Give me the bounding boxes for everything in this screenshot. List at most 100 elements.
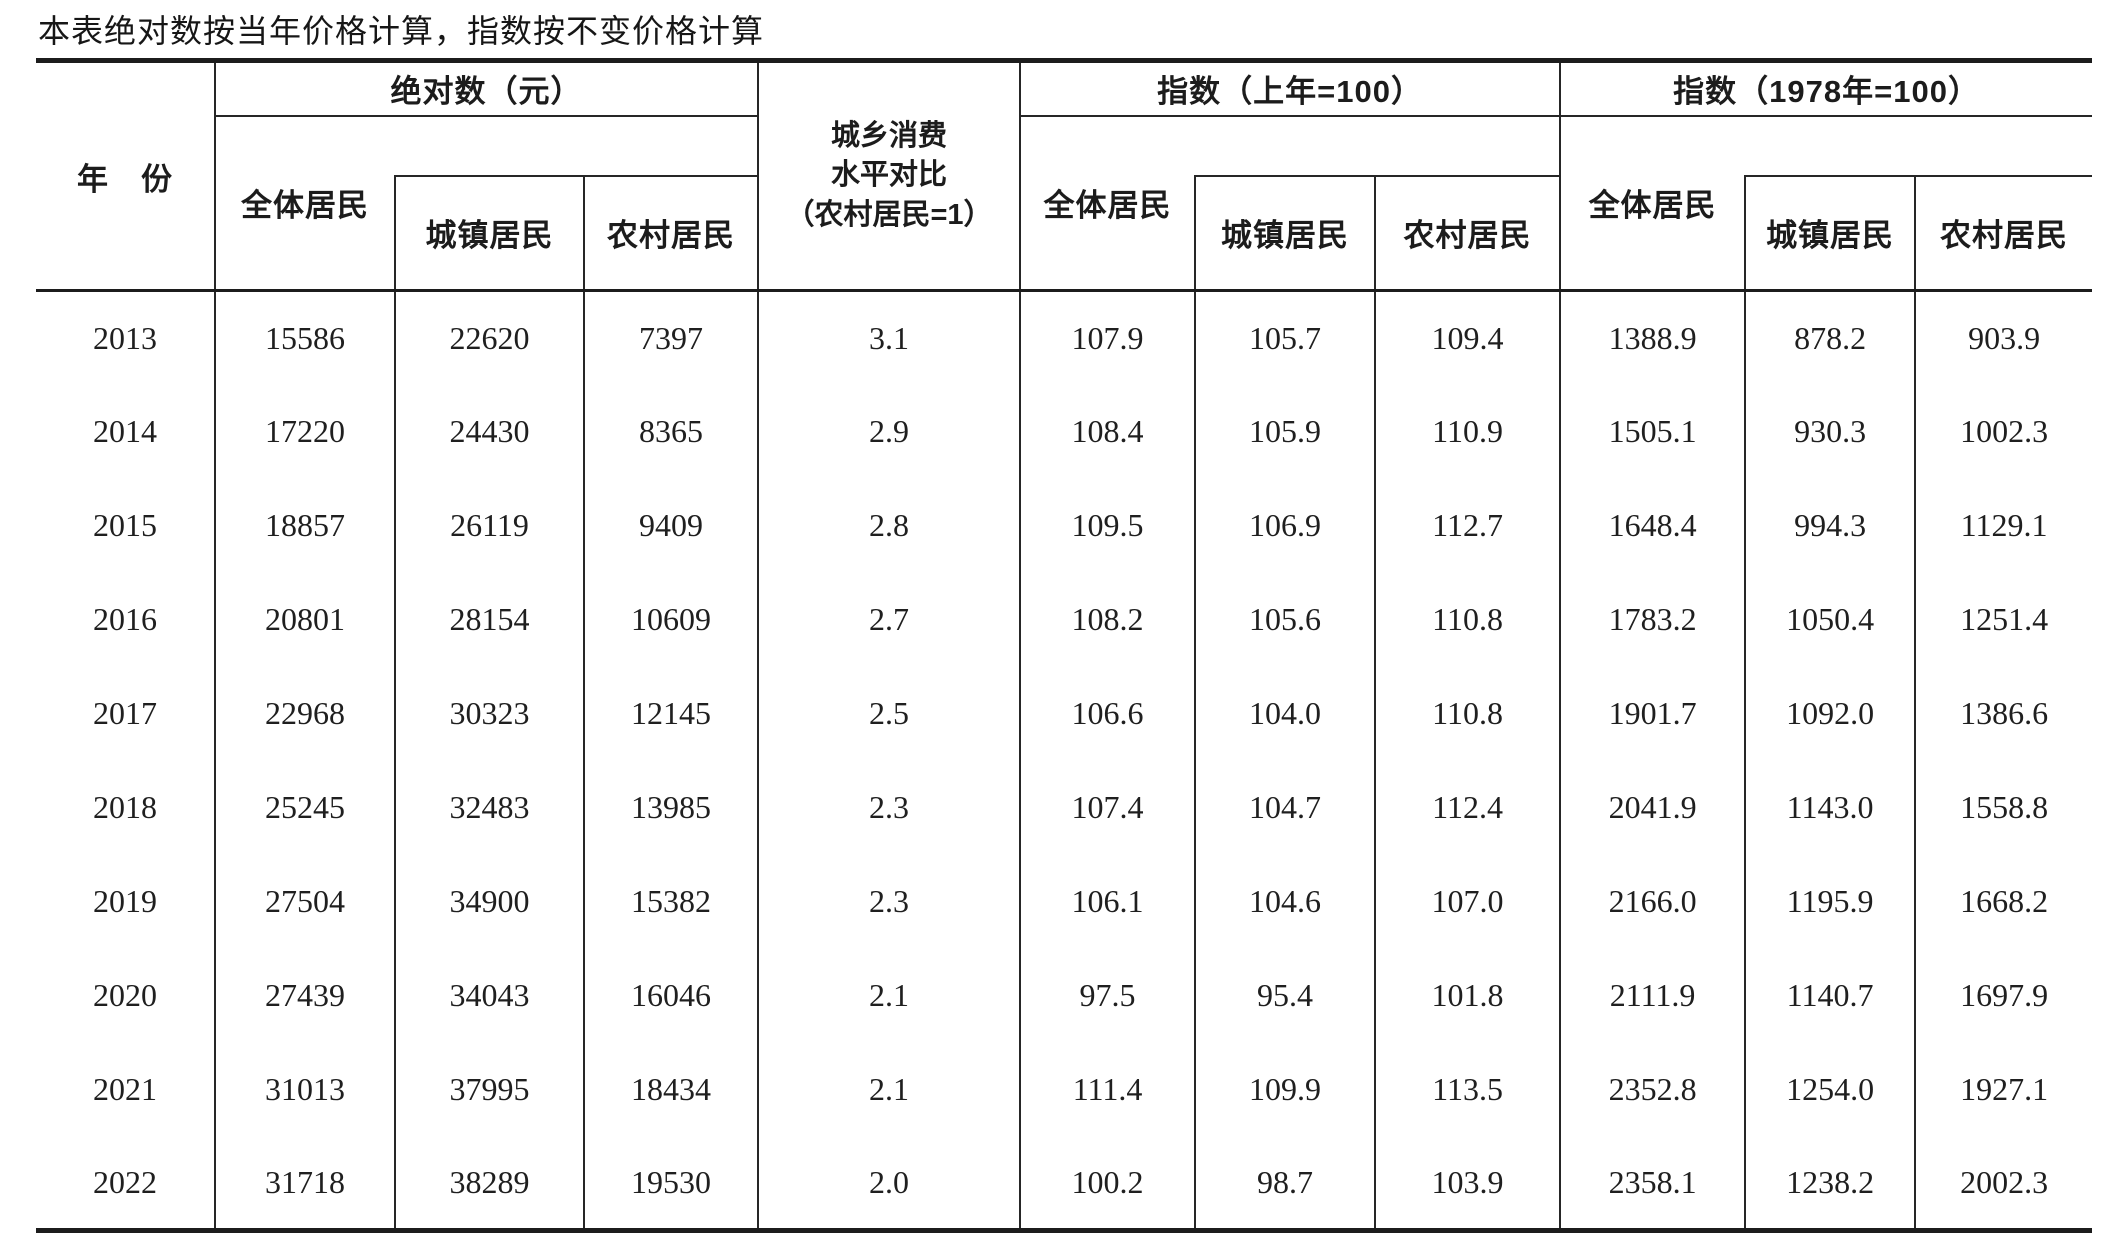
header-all-residents-index-prev: 全体居民 bbox=[1019, 115, 1196, 292]
value-cell: 107.0 bbox=[1374, 854, 1561, 949]
value-cell: 107.9 bbox=[1019, 290, 1196, 385]
value-cell: 95.4 bbox=[1194, 948, 1376, 1043]
header-urban-rural-ratio: 城乡消费 水平对比 （农村居民=1） bbox=[757, 60, 1021, 292]
value-cell: 2.1 bbox=[757, 948, 1021, 1043]
value-cell: 2.5 bbox=[757, 666, 1021, 761]
value-cell: 22968 bbox=[214, 666, 395, 761]
value-cell: 1092.0 bbox=[1744, 666, 1916, 761]
value-cell: 113.5 bbox=[1374, 1042, 1561, 1137]
value-cell: 105.7 bbox=[1194, 290, 1376, 385]
value-cell: 103.9 bbox=[1374, 1136, 1561, 1231]
year-cell: 2021 bbox=[93, 1071, 157, 1107]
value-cell: 110.8 bbox=[1374, 572, 1561, 667]
value-cell: 13985 bbox=[582, 760, 759, 855]
value-cell: 1386.6 bbox=[1914, 666, 2093, 761]
value-cell: 1195.9 bbox=[1744, 854, 1916, 949]
value-cell: 2.3 bbox=[757, 854, 1021, 949]
value-cell: 1129.1 bbox=[1914, 478, 2093, 573]
year-cell: 2022 bbox=[93, 1163, 157, 1200]
value-cell: 12145 bbox=[582, 666, 759, 761]
consumption-level-table: 年 份 绝对数（元） 城乡消费 水平对比 （农村居民=1） 指数（上年=100）… bbox=[36, 58, 2093, 1233]
value-cell: 34900 bbox=[394, 854, 584, 949]
header-rural-residents-absolute: 农村居民 bbox=[582, 175, 759, 292]
value-cell: 2.8 bbox=[757, 478, 1021, 573]
value-cell: 27439 bbox=[214, 948, 395, 1043]
value-cell: 2.3 bbox=[757, 760, 1021, 855]
table-row: 2017 22968 30323 12145 2.5 106.6 104.0 110.8 190… bbox=[36, 666, 2093, 761]
value-cell: 1927.1 bbox=[1914, 1042, 2093, 1137]
value-cell: 104.7 bbox=[1194, 760, 1376, 855]
table-row: 2021 31013 37995 18434 2.1 111.4 109.9 113.5 235… bbox=[36, 1042, 2093, 1137]
value-cell: 2.0 bbox=[757, 1136, 1021, 1231]
value-cell: 106.9 bbox=[1194, 478, 1376, 573]
value-cell: 108.2 bbox=[1019, 572, 1196, 667]
value-cell: 1251.4 bbox=[1914, 572, 2093, 667]
value-cell: 1668.2 bbox=[1914, 854, 2093, 949]
value-cell: 110.8 bbox=[1374, 666, 1561, 761]
value-cell: 104.0 bbox=[1194, 666, 1376, 761]
value-cell: 17220 bbox=[214, 384, 395, 479]
value-cell: 32483 bbox=[394, 760, 584, 855]
table-header: 年 份 绝对数（元） 城乡消费 水平对比 （农村居民=1） 指数（上年=100）… bbox=[36, 60, 2093, 292]
value-cell: 31013 bbox=[214, 1042, 395, 1137]
value-cell: 1388.9 bbox=[1559, 290, 1746, 385]
table-row: 2018 25245 32483 13985 2.3 107.4 104.7 112.4 204… bbox=[36, 760, 2093, 855]
value-cell: 105.9 bbox=[1194, 384, 1376, 479]
year-cell: 2020 bbox=[93, 977, 157, 1013]
value-cell: 19530 bbox=[582, 1136, 759, 1231]
value-cell: 97.5 bbox=[1019, 948, 1196, 1043]
value-cell: 108.4 bbox=[1019, 384, 1196, 479]
value-cell: 38289 bbox=[394, 1136, 584, 1231]
value-cell: 18434 bbox=[582, 1042, 759, 1137]
header-year: 年 份 bbox=[36, 60, 215, 292]
value-cell: 101.8 bbox=[1374, 948, 1561, 1043]
value-cell: 930.3 bbox=[1744, 384, 1916, 479]
value-cell: 110.9 bbox=[1374, 384, 1561, 479]
value-cell: 112.7 bbox=[1374, 478, 1561, 573]
table-row: 2014 17220 24430 8365 2.9 108.4 105.9 110.9 1505… bbox=[36, 384, 2093, 479]
header-all-residents-absolute: 全体居民 bbox=[214, 115, 395, 292]
header-urban-residents-index-1978: 城镇居民 bbox=[1744, 175, 1916, 292]
value-cell: 1505.1 bbox=[1559, 384, 1746, 479]
header-spacer-index-prev bbox=[1195, 115, 1561, 177]
value-cell: 2352.8 bbox=[1559, 1042, 1746, 1137]
value-cell: 2.7 bbox=[757, 572, 1021, 667]
table-row: 2013 15586 22620 7397 3.1 107.9 105.7 109.4 1388… bbox=[36, 290, 2093, 385]
year-cell: 2015 bbox=[93, 507, 157, 543]
value-cell: 16046 bbox=[582, 948, 759, 1043]
value-cell: 994.3 bbox=[1744, 478, 1916, 573]
year-cell: 2018 bbox=[93, 789, 157, 825]
table-note: 本表绝对数按当年价格计算，指数按不变价格计算 bbox=[38, 13, 765, 49]
value-cell: 109.5 bbox=[1019, 478, 1196, 573]
value-cell: 2358.1 bbox=[1559, 1136, 1746, 1231]
header-group-absolute: 绝对数（元） bbox=[213, 60, 759, 117]
value-cell: 1648.4 bbox=[1559, 478, 1746, 573]
value-cell: 3.1 bbox=[757, 290, 1021, 385]
value-cell: 25245 bbox=[214, 760, 395, 855]
value-cell: 2166.0 bbox=[1559, 854, 1746, 949]
value-cell: 878.2 bbox=[1744, 290, 1916, 385]
table-row: 2020 27439 34043 16046 2.1 97.5 95.4 101.8 2111.… bbox=[36, 948, 2093, 1043]
table-row: 2019 27504 34900 15382 2.3 106.1 104.6 107.0 216… bbox=[36, 854, 2093, 949]
header-rural-residents-index-1978: 农村居民 bbox=[1914, 175, 2093, 292]
value-cell: 1901.7 bbox=[1559, 666, 1746, 761]
value-cell: 2002.3 bbox=[1914, 1136, 2093, 1231]
header-group-index-prev-year: 指数（上年=100） bbox=[1019, 60, 1561, 117]
value-cell: 106.6 bbox=[1019, 666, 1196, 761]
value-cell: 2041.9 bbox=[1559, 760, 1746, 855]
value-cell: 26119 bbox=[394, 478, 584, 573]
value-cell: 28154 bbox=[394, 572, 584, 667]
year-cell: 2017 bbox=[93, 695, 157, 731]
value-cell: 109.9 bbox=[1194, 1042, 1376, 1137]
table-row: 2015 18857 26119 9409 2.8 109.5 106.9 112.7 1648… bbox=[36, 478, 2093, 573]
value-cell: 104.6 bbox=[1194, 854, 1376, 949]
value-cell: 9409 bbox=[582, 478, 759, 573]
header-spacer-absolute bbox=[395, 115, 759, 177]
value-cell: 27504 bbox=[214, 854, 395, 949]
table-body: 2013 15586 22620 7397 3.1 107.9 105.7 109.4 1388… bbox=[36, 290, 2093, 1231]
header-group-index-1978: 指数（1978年=100） bbox=[1559, 60, 2093, 117]
header-spacer-index-1978 bbox=[1745, 115, 2093, 177]
value-cell: 2.1 bbox=[757, 1042, 1021, 1137]
header-urban-residents-index-prev: 城镇居民 bbox=[1194, 175, 1376, 292]
